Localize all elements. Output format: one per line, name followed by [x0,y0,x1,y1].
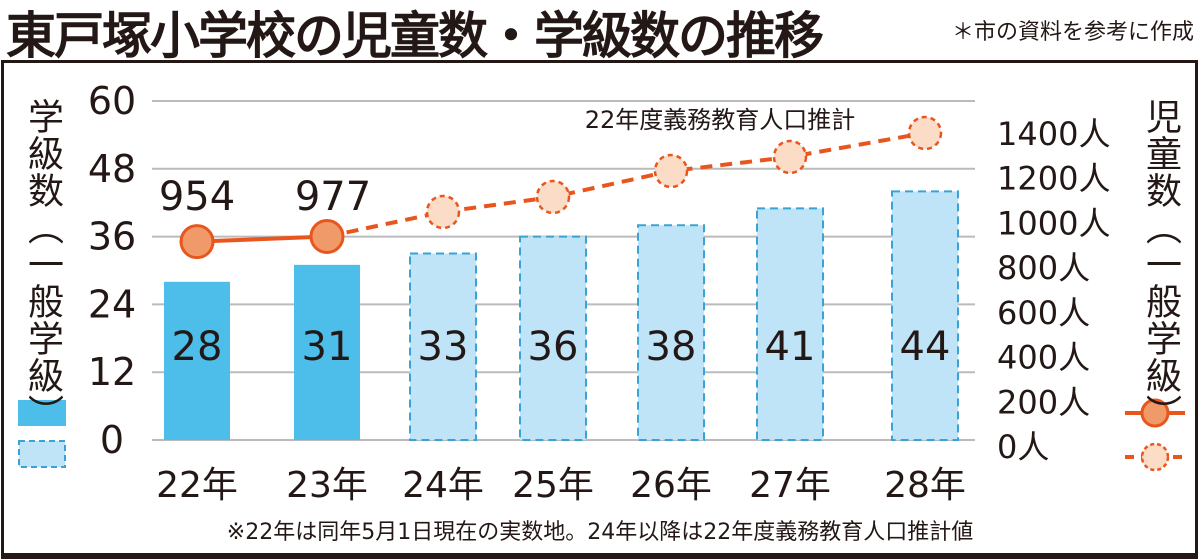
right-tick-label: 400人 [997,339,1090,377]
bar-value-label: 36 [528,324,579,370]
line-point-26年 [653,153,689,189]
right-tick-label: 800人 [997,249,1090,287]
line-projected [326,131,926,239]
bar-22年 [164,281,230,440]
left-axis-title: 学級数（一般学級） [22,98,63,431]
bar-27年 [756,207,824,441]
left-tick-label: 12 [88,350,136,394]
chart-title: 東戸塚小学校の児童数・学級数の推移 [6,7,824,65]
bar-value-label: 44 [900,324,951,370]
line-value-label: 954 [159,174,235,220]
bar-value-label: 28 [172,324,223,370]
line-actual [196,234,328,244]
legend-projected-point [1140,442,1170,472]
legend-actual-bar-swatch [18,400,66,426]
bar-value-label: 31 [302,324,353,370]
right-tick-label: 200人 [997,383,1090,421]
bar-23年 [294,264,360,440]
left-tick-label: 0 [100,418,124,462]
annotation-label: 22年度義務教育人口推計 [585,106,856,134]
x-tick-label: 23年 [286,465,368,506]
left-tick-label: 24 [88,282,136,326]
x-tick-label: 28年 [884,465,966,506]
bar-value-label: 41 [765,324,816,370]
legend-actual-point [1140,398,1170,428]
chart-frame [1,60,1198,559]
legend-projected-bar-swatch [18,440,66,468]
line-point-27年 [772,139,808,175]
right-tick-label: 1400人 [997,115,1110,153]
footnote: ※22年は同年5月1日現在の実数地。24年以降は22年度義務教育人口推計値 [226,520,974,545]
left-tick-label: 36 [88,215,136,259]
left-tick-label: 60 [88,79,136,123]
line-point-25年 [535,179,571,215]
bar-value-label: 33 [418,324,469,370]
bar-25年 [519,235,587,441]
x-tick-label: 22年 [156,465,238,506]
right-tick-label: 0人 [997,428,1049,466]
bar-24年 [409,252,477,441]
line-value-label: 977 [295,174,371,220]
x-tick-label: 25年 [512,465,594,506]
bar-26年 [637,224,705,441]
x-tick-label: 24年 [402,465,484,506]
line-point-22年 [179,224,215,260]
right-tick-label: 600人 [997,294,1090,332]
line-point-24年 [425,194,461,230]
right-tick-label: 1200人 [997,160,1110,198]
left-tick-label: 48 [88,147,136,191]
bar-28年 [891,190,959,441]
bar-value-label: 38 [646,324,697,370]
source-note: ＊市の資料を参考に作成 [951,20,1194,45]
x-tick-label: 26年 [630,465,712,506]
x-tick-label: 27年 [749,465,831,506]
right-tick-label: 1000人 [997,204,1110,242]
line-point-23年 [309,219,345,255]
line-point-28年 [907,115,943,151]
right-axis-title: 児童数（一般学級） [1140,98,1181,431]
